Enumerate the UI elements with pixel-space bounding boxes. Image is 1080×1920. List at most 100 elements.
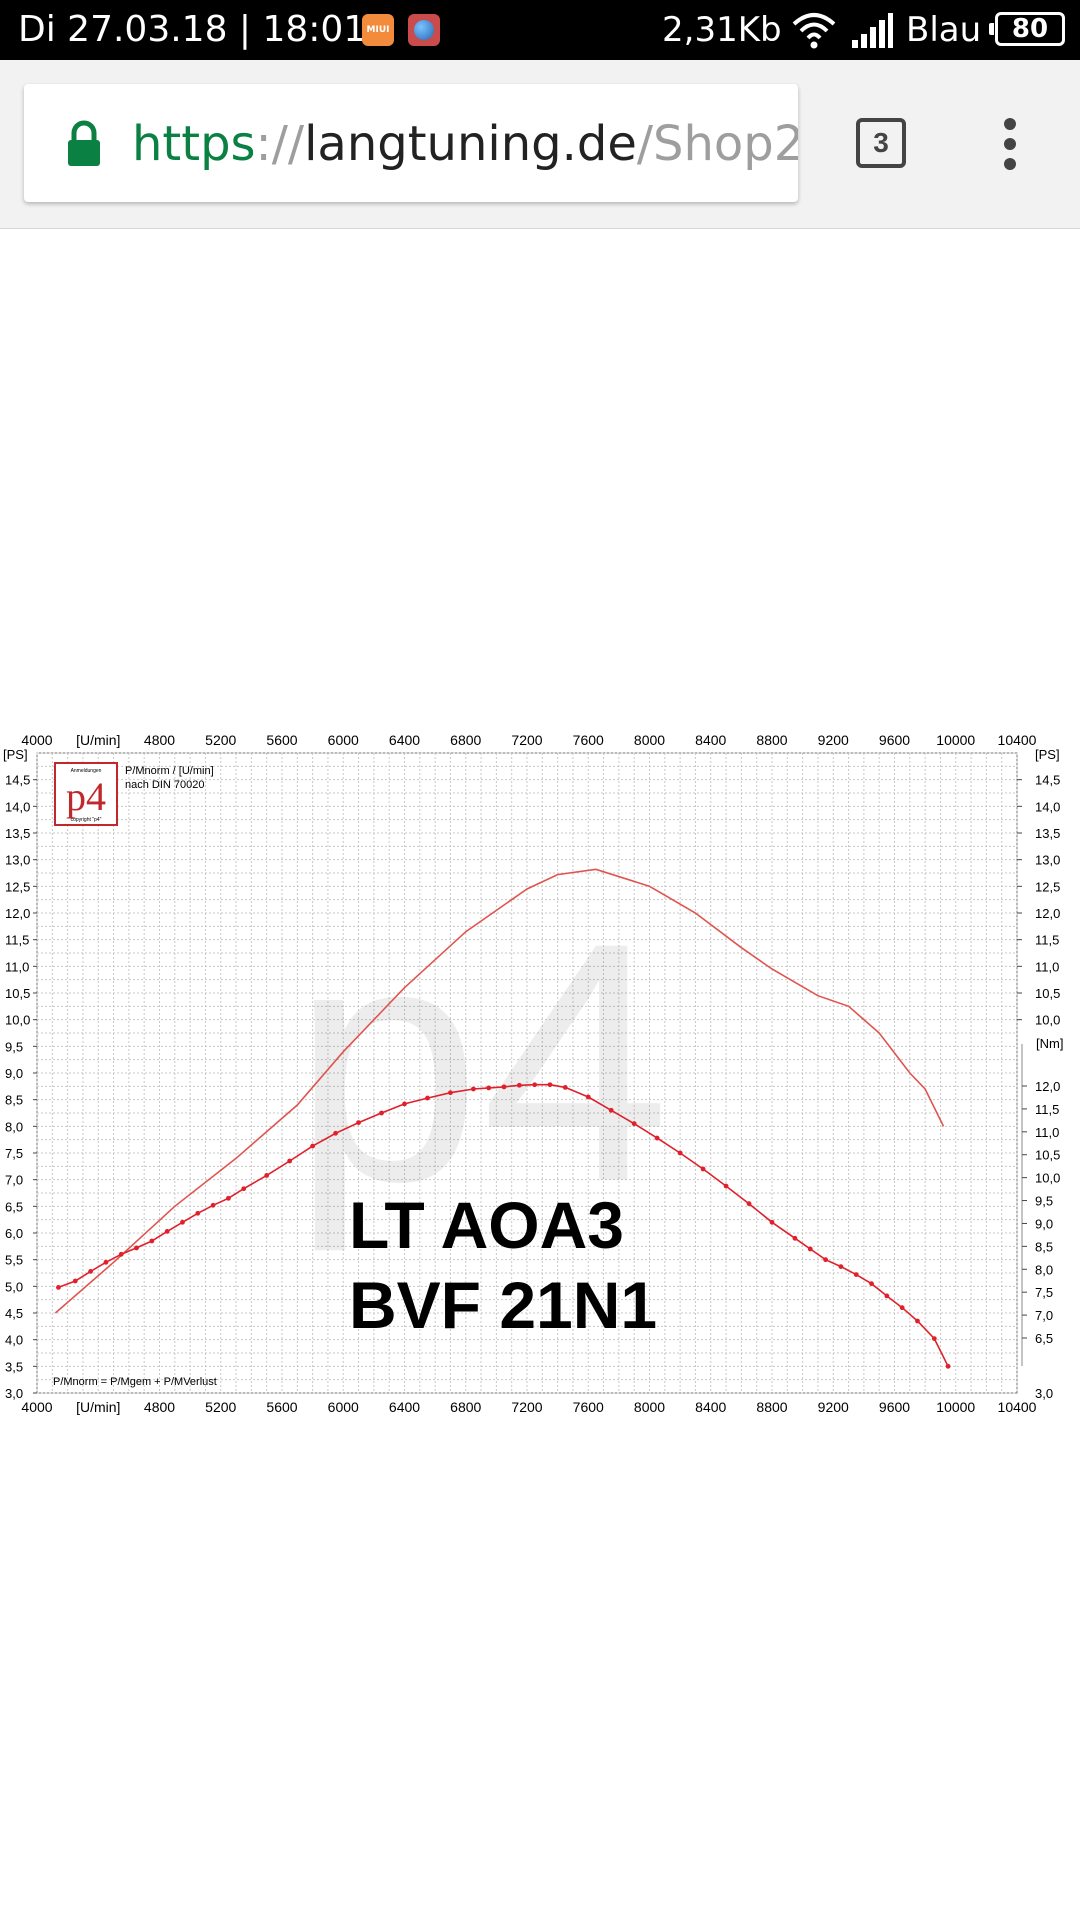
series-point xyxy=(501,1084,507,1090)
lock-icon xyxy=(68,120,100,166)
x-tick-label-top: 7600 xyxy=(573,732,604,748)
right-torque-tick-label: 7,5 xyxy=(1035,1285,1053,1300)
series-point xyxy=(379,1110,384,1116)
x-tick-label-top: 10000 xyxy=(936,732,975,748)
series-point xyxy=(72,1278,78,1284)
series-point xyxy=(333,1130,338,1136)
series-line-1 xyxy=(54,868,945,1314)
left-tick-label: 12,0 xyxy=(5,906,30,921)
browser-notification-icon xyxy=(408,14,440,46)
legend-line-2: nach DIN 70020 xyxy=(125,779,205,791)
x-axis-unit-top: [U/min] xyxy=(76,732,120,748)
x-tick-label-bottom: 8800 xyxy=(756,1399,787,1415)
signal-strength-icon xyxy=(852,13,893,48)
series-point xyxy=(608,1107,614,1113)
series-point xyxy=(118,1251,124,1257)
left-tick-label: 8,0 xyxy=(5,1119,23,1134)
series-point xyxy=(149,1238,155,1244)
x-axis-unit-bottom: [U/min] xyxy=(76,1399,120,1415)
left-tick-label: 4,0 xyxy=(5,1333,23,1348)
right-power-tick-label: 10,0 xyxy=(1035,1013,1060,1028)
series-point xyxy=(287,1158,293,1164)
x-tick-label-top: 10400 xyxy=(998,732,1037,748)
left-tick-label: 4,5 xyxy=(5,1306,23,1321)
series-point xyxy=(723,1183,729,1189)
series-point xyxy=(585,1094,591,1100)
right-torque-tick-label: 8,0 xyxy=(1035,1262,1053,1277)
series-point xyxy=(853,1272,859,1277)
right-power-tick-label: 13,0 xyxy=(1035,853,1060,868)
series-point xyxy=(180,1219,185,1225)
address-bar[interactable]: https://langtuning.de/Shop2/Z xyxy=(24,84,798,202)
series-point xyxy=(899,1305,905,1311)
left-tick-label: 7,0 xyxy=(5,1173,23,1188)
right-torque-tick-label: 11,0 xyxy=(1035,1125,1059,1140)
series-point xyxy=(164,1229,170,1234)
left-tick-label: 5,5 xyxy=(5,1253,23,1268)
right-torque-tick-label: 10,5 xyxy=(1035,1148,1060,1163)
logo-text: p4 xyxy=(66,774,106,819)
series-point xyxy=(807,1246,813,1252)
right-power-tick-label: 12,5 xyxy=(1035,879,1060,894)
footer-note: P/Mnorm = P/Mgem + P/MVerlust xyxy=(53,1376,217,1388)
left-tick-label: 13,0 xyxy=(5,853,30,868)
tab-switcher-button[interactable]: 3 xyxy=(856,118,906,168)
series-point xyxy=(241,1186,247,1192)
x-tick-label-top: 6400 xyxy=(389,732,420,748)
series-point xyxy=(195,1210,201,1216)
series-point xyxy=(677,1150,683,1156)
x-tick-label-top: 9600 xyxy=(879,732,910,748)
logo-small-bottom: copyright "p4" xyxy=(71,817,102,823)
logo-box xyxy=(54,762,118,826)
url-path: /Shop2/Z xyxy=(636,116,798,172)
series-point xyxy=(945,1363,951,1369)
x-tick-label-top: 8800 xyxy=(756,732,787,748)
miui-notification-icon: MIUI xyxy=(362,14,394,46)
left-tick-label: 14,5 xyxy=(5,773,30,788)
x-tick-label-bottom: 4800 xyxy=(144,1399,175,1415)
x-tick-label-bottom: 8000 xyxy=(634,1399,665,1415)
right-torque-tick-label: 7,0 xyxy=(1035,1308,1053,1323)
right-torque-tick-label: 9,0 xyxy=(1035,1216,1053,1231)
wifi-icon xyxy=(792,13,836,49)
series-point xyxy=(869,1281,874,1287)
series-point xyxy=(356,1120,361,1125)
url-text[interactable]: https://langtuning.de/Shop2/Z xyxy=(132,114,798,174)
left-tick-label: 9,5 xyxy=(5,1039,23,1054)
url-scheme: https xyxy=(132,116,256,172)
overflow-menu-button[interactable] xyxy=(990,116,1034,172)
left-tick-label: 3,0 xyxy=(5,1386,23,1401)
carrier-name: Blau xyxy=(906,10,982,50)
series-point xyxy=(746,1201,752,1207)
status-bar: Di 27.03.18 | 18:01 MIUI 2,31Kb Blau 80 xyxy=(0,0,1080,60)
right-torque-tick-label: 8,5 xyxy=(1035,1239,1053,1254)
x-tick-label-bottom: 7200 xyxy=(511,1399,542,1415)
x-tick-label-top: 6800 xyxy=(450,732,481,748)
right-power-tick-label: 13,5 xyxy=(1035,826,1060,841)
right-torque-axis-unit: [Nm] xyxy=(1036,1036,1063,1051)
series-point xyxy=(700,1166,706,1172)
series-point xyxy=(264,1173,270,1178)
right-bottom-tick-label: 3,0 xyxy=(1035,1386,1053,1401)
series-point xyxy=(471,1086,476,1092)
series-point xyxy=(402,1101,407,1107)
right-power-tick-label: 14,0 xyxy=(1035,799,1060,814)
x-tick-label-bottom: 6400 xyxy=(389,1399,420,1415)
right-torque-tick-label: 10,0 xyxy=(1035,1171,1060,1186)
browser-toolbar: https://langtuning.de/Shop2/Z 3 xyxy=(0,60,1080,229)
x-tick-label-top: 4800 xyxy=(144,732,175,748)
left-tick-label: 6,5 xyxy=(5,1199,23,1214)
left-tick-label: 3,5 xyxy=(5,1359,23,1374)
left-tick-label: 5,0 xyxy=(5,1279,23,1294)
left-tick-label: 8,5 xyxy=(5,1093,23,1108)
x-tick-label-bottom: 10400 xyxy=(998,1399,1037,1415)
x-tick-label-top: 5600 xyxy=(266,732,297,748)
series-point xyxy=(769,1219,775,1225)
right-torque-tick-label: 6,5 xyxy=(1035,1331,1053,1346)
series-point xyxy=(532,1082,538,1088)
left-tick-label: 11,5 xyxy=(5,933,29,948)
legend-line-1: P/Mnorm / [U/min] xyxy=(125,765,214,777)
x-tick-label-bottom: 7600 xyxy=(573,1399,604,1415)
battery-icon: 80 xyxy=(989,12,1065,46)
x-tick-label-bottom: 5200 xyxy=(205,1399,236,1415)
